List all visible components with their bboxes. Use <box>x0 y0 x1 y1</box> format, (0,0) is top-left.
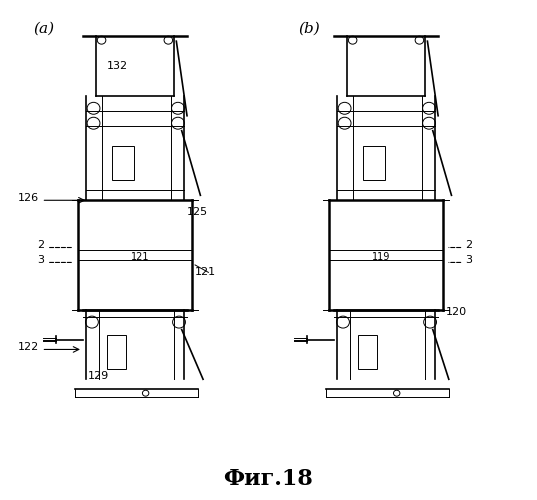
Text: 121: 121 <box>131 252 149 262</box>
Bar <box>112 146 134 180</box>
Text: 2: 2 <box>465 240 472 250</box>
Text: 120: 120 <box>446 306 467 316</box>
Bar <box>364 146 384 180</box>
Bar <box>358 334 376 370</box>
Text: 132: 132 <box>107 60 128 70</box>
Text: (b): (b) <box>298 22 320 36</box>
Text: 119: 119 <box>372 252 390 262</box>
Text: 3: 3 <box>37 255 44 265</box>
Bar <box>107 334 126 370</box>
Text: 126: 126 <box>18 193 39 203</box>
Text: 2: 2 <box>37 240 44 250</box>
Text: Фиг.18: Фиг.18 <box>223 468 314 489</box>
Text: 125: 125 <box>187 207 208 217</box>
Text: 122: 122 <box>18 342 39 352</box>
Text: 3: 3 <box>465 255 472 265</box>
Text: (a): (a) <box>33 22 55 36</box>
Text: 129: 129 <box>88 372 110 382</box>
Text: 121: 121 <box>195 267 216 277</box>
